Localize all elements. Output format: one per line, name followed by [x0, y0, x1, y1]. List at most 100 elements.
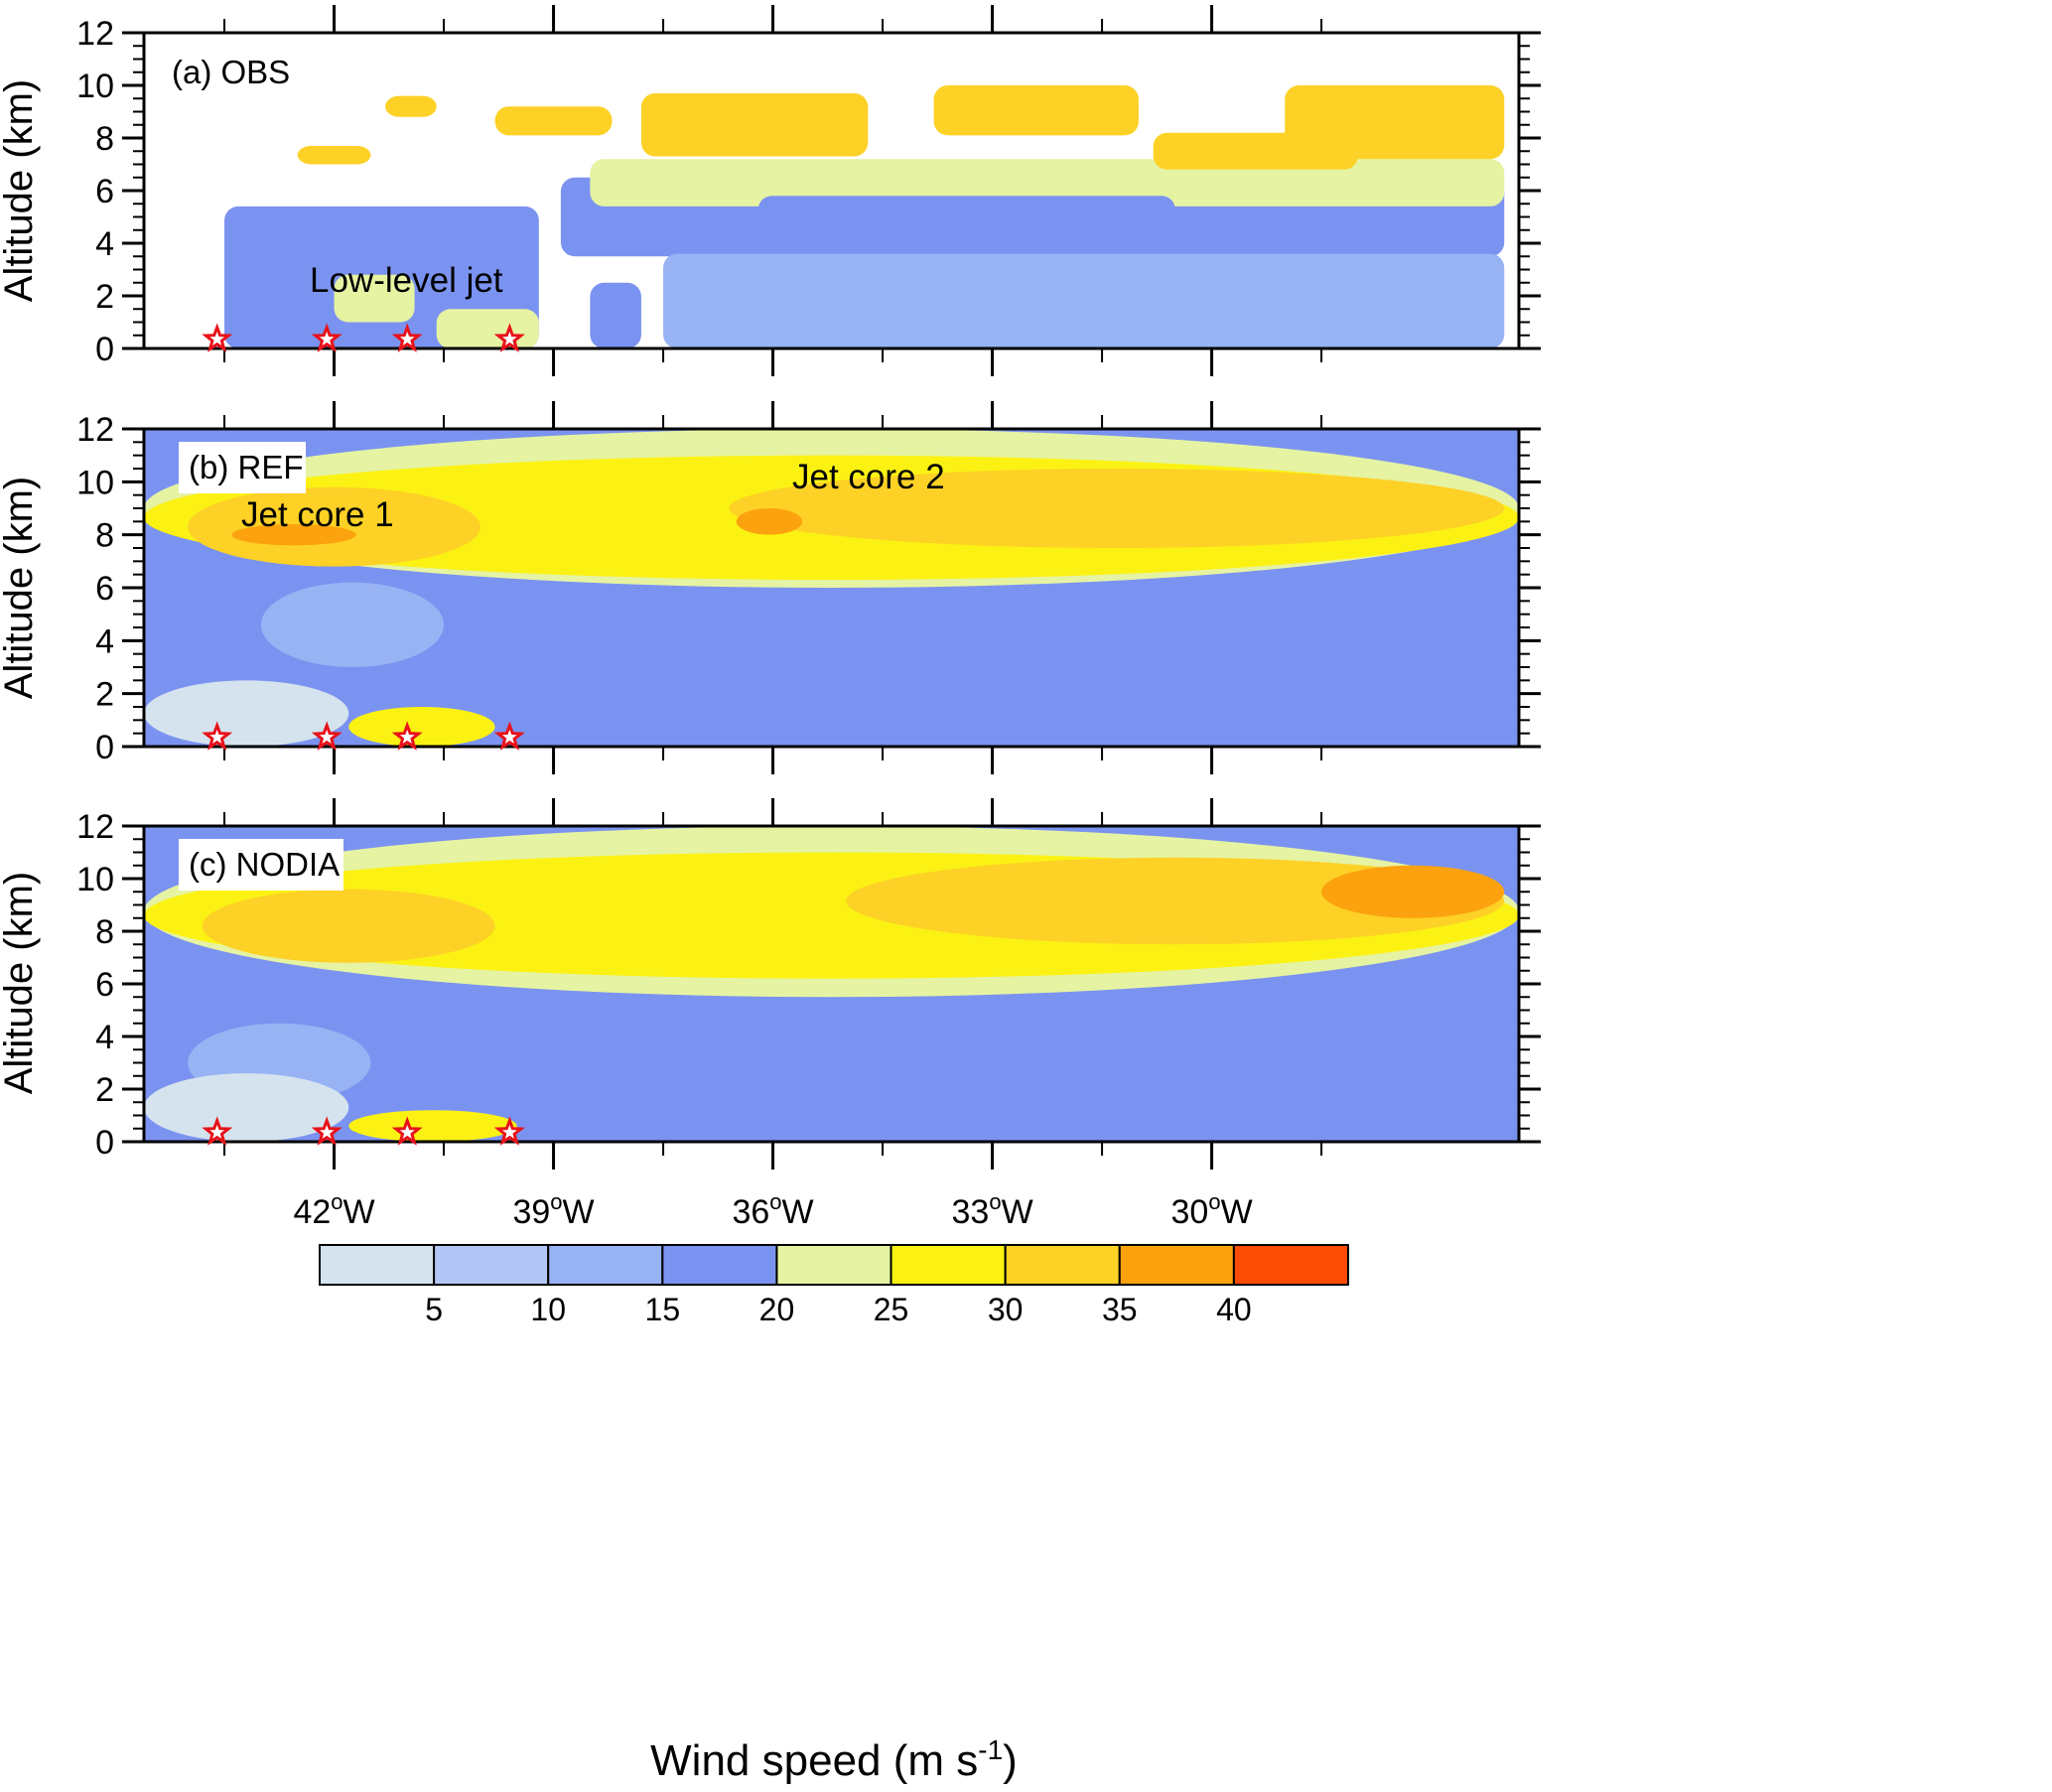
y-tick-label: 10: [76, 68, 114, 105]
observed-wind-patch: [494, 106, 613, 136]
y-tick-label: 12: [76, 411, 114, 449]
station-star: [311, 323, 342, 352]
colorbar-boxes: [319, 1244, 1350, 1286]
y-tick-label: 8: [95, 120, 114, 158]
panel-c-ylabel: Altitude (km): [0, 872, 41, 1095]
observed-wind-patch: [663, 253, 1505, 348]
x-tick-degree: o: [331, 1189, 342, 1214]
panel-b-label-box: [179, 442, 306, 493]
y-tick-label: 12: [76, 808, 114, 846]
observed-wind-patch: [385, 95, 437, 117]
x-tick-value: 30: [1170, 1193, 1208, 1231]
station-star: [391, 1116, 423, 1146]
x-tick-degree: o: [769, 1189, 781, 1214]
panel-b-frame: [142, 427, 1521, 749]
y-tick-label: 12: [76, 15, 114, 53]
panel-c-frame: [142, 824, 1521, 1144]
colorbar-box: [319, 1244, 436, 1286]
x-tick-label: 39oW: [512, 1189, 594, 1231]
x-axis-labels: 42oW 39oW 36oW 33oW 30oW: [293, 1189, 1252, 1231]
annotation-jet-core-1: Jet core 1: [241, 495, 394, 534]
colorbar-box: [661, 1244, 778, 1286]
colorbar: 5 10 15 20 25 30 35 40 Wind speed (m s-1): [319, 1244, 1350, 1785]
y-tick-label: 4: [95, 622, 114, 660]
colorbar-tick-label: 10: [530, 1292, 566, 1327]
x-tick-label: 42oW: [293, 1189, 374, 1231]
station-star: [493, 721, 525, 751]
colorbar-title-superscript: -1: [978, 1734, 1003, 1765]
x-tick-hemisphere: W: [782, 1193, 814, 1231]
colorbar-tick-label: 35: [1102, 1292, 1138, 1327]
colorbar-title: Wind speed (m s-1): [650, 1734, 1018, 1785]
station-star: [311, 721, 342, 751]
colorbar-box: [547, 1244, 664, 1286]
station-star: [202, 721, 233, 751]
annotation-low-level-jet: Low-level jet: [310, 261, 503, 300]
wind-band: [231, 524, 356, 546]
x-tick-label: 30oW: [1170, 1189, 1252, 1231]
panel-b-ylabel: Altitude (km): [0, 477, 41, 700]
observed-wind-patch: [1153, 132, 1358, 170]
panel-a-ticks: 0 2 4 6 8 10 12: [76, 5, 1541, 376]
station-star: [493, 1116, 525, 1146]
colorbar-box: [1232, 1244, 1350, 1286]
x-tick-value: 36: [732, 1193, 769, 1231]
y-tick-label: 0: [95, 331, 114, 368]
panel-a-ylabel: Altitude (km): [0, 79, 41, 303]
x-tick-hemisphere: W: [1002, 1193, 1033, 1231]
panel-c-label-box: [179, 839, 343, 891]
station-star: [493, 323, 525, 352]
panel-c-nodia: 0 2 4 6 8 10 12 (c) NODIA Altitude (km): [0, 798, 1541, 1170]
x-tick-value: 33: [951, 1193, 989, 1231]
observed-wind-patch: [933, 85, 1139, 136]
colorbar-tick-label: 25: [874, 1292, 909, 1327]
panel-b-stations: [202, 721, 525, 751]
observed-wind-patch: [757, 196, 1175, 222]
y-tick-label: 8: [95, 913, 114, 951]
colorbar-box: [1118, 1244, 1235, 1286]
panel-a-field: [224, 85, 1505, 348]
annotation-jet-core-2: Jet core 2: [792, 458, 945, 496]
panel-a-stations: [202, 323, 525, 352]
panel-a-label: (a) OBS: [172, 54, 290, 90]
wind-band: [348, 707, 495, 747]
y-tick-label: 10: [76, 861, 114, 898]
wind-band: [729, 469, 1505, 548]
colorbar-tick-label: 20: [759, 1292, 795, 1327]
panel-b-ticks: 0 2 4 6 8 10 12: [76, 401, 1541, 774]
station-star: [202, 1116, 233, 1146]
y-tick-label: 4: [95, 1019, 114, 1056]
x-tick-degree: o: [550, 1189, 562, 1214]
colorbar-tick-label: 40: [1216, 1292, 1252, 1327]
y-tick-label: 2: [95, 676, 114, 714]
x-tick-hemisphere: W: [1221, 1193, 1253, 1231]
colorbar-tick-label: 5: [425, 1292, 443, 1327]
station-star: [391, 323, 423, 352]
observed-wind-patch: [640, 92, 869, 157]
x-tick-value: 39: [512, 1193, 550, 1231]
y-tick-label: 6: [95, 570, 114, 608]
wind-band: [736, 507, 803, 535]
colorbar-box: [1004, 1244, 1121, 1286]
panel-a-obs: 0 2 4 6 8 10 12 (a) OBS Low-level jet Altitude…: [0, 5, 1541, 376]
y-tick-label: 4: [95, 225, 114, 263]
y-tick-label: 2: [95, 278, 114, 316]
station-star: [391, 721, 423, 751]
observed-wind-patch: [334, 274, 415, 323]
colorbar-title-close: ): [1003, 1736, 1018, 1785]
wind-band: [144, 680, 349, 747]
x-tick-hemisphere: W: [343, 1193, 375, 1231]
observed-wind-patch: [297, 145, 371, 165]
panel-a-label-box: [162, 47, 311, 98]
panel-a-frame: [142, 31, 1521, 350]
x-tick-label: 36oW: [732, 1189, 813, 1231]
y-tick-label: 0: [95, 729, 114, 766]
wind-band: [260, 582, 445, 667]
y-tick-label: 6: [95, 966, 114, 1004]
observed-wind-patch: [590, 159, 1505, 207]
wind-band: [202, 889, 495, 963]
panel-c-field: [144, 826, 1519, 1142]
y-tick-label: 2: [95, 1071, 114, 1109]
